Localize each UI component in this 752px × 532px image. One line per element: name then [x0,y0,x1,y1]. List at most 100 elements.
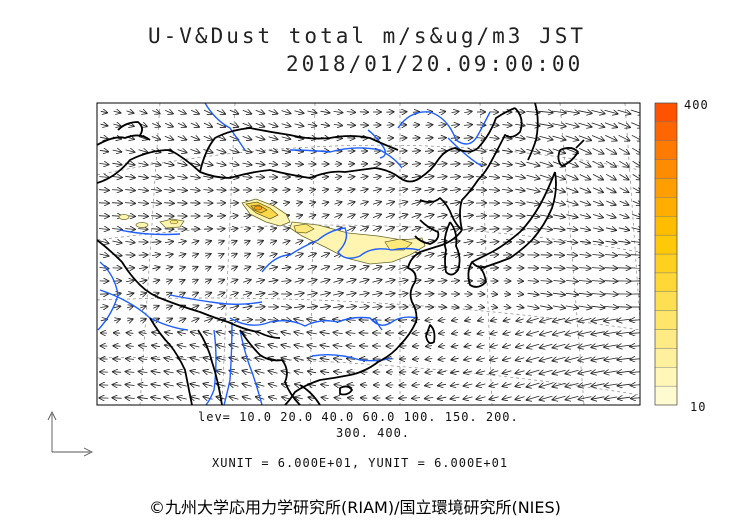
wind-arrow [502,176,512,178]
wind-arrow [295,241,302,244]
wind-arrow [295,358,304,360]
wind-arrow [413,346,420,347]
wind-arrow [539,215,552,217]
wind-arrow [411,202,421,205]
wind-arrow [566,344,579,347]
wind-arrow [477,345,485,347]
wind-arrow [204,345,213,347]
wind-arrow [333,125,342,126]
border-southwest [97,239,281,339]
wind-arrow [191,306,199,309]
wind-arrow [242,320,252,321]
wind-arrow [437,215,446,217]
wind-arrow [385,307,395,308]
wind-arrow [552,201,565,204]
dust-patch-tarim-2 [135,222,149,228]
wind-arrow [515,202,524,203]
wind-arrow [476,241,486,242]
wind-arrow [398,293,408,294]
wind-arrow [631,122,640,128]
wind-arrow [269,254,276,256]
wind-arrow [320,332,330,334]
wind-arrow [255,358,265,361]
wind-arrow [347,346,356,347]
wind-arrow [591,110,604,113]
wind-arrow [112,177,122,178]
wind-arrow [539,175,552,179]
wind-arrow [294,332,304,334]
wind-arrow [425,125,433,126]
wind-arrow [113,111,121,113]
wind-arrow [606,215,615,218]
wind-arrow [255,150,265,152]
colorbar-band [654,385,678,406]
wind-arrow [360,177,368,178]
wind-arrow [579,174,591,180]
wind-arrow [526,149,539,152]
wind-arrow [231,241,236,243]
wind-arrow [348,398,355,399]
wind-arrow [126,372,135,373]
wind-arrow [125,190,135,191]
wind-arrow [527,281,538,282]
wind-arrow [385,214,394,217]
wind-arrow [619,201,629,205]
wind-arrow [463,138,473,139]
wind-arrow [165,254,172,256]
wind-arrow [282,228,289,230]
colorbar-band [654,197,678,217]
wind-arrow [579,228,590,230]
wind-arrow [411,164,420,165]
colorbar-min-label: 10 [690,400,707,414]
wind-arrow [515,397,525,400]
wind-arrow [502,189,512,190]
wind-arrow [372,307,381,308]
wind-arrow [553,318,566,321]
wind-arrow [269,397,278,399]
wind-arrow [617,122,630,128]
wind-arrow [281,281,290,282]
wind-arrow [412,112,419,113]
wind-arrow [191,358,200,360]
wind-arrow [540,293,551,295]
wind-arrow [630,110,640,114]
wind-arrow [630,345,640,346]
wind-arrow [452,319,459,320]
wind-arrow [177,163,186,165]
wind-arrow [294,319,304,321]
river-indus [97,261,119,331]
wind-arrow [591,371,605,374]
wind-arrow [476,138,486,139]
colorbar-band [654,234,678,255]
wind-arrow [281,124,291,127]
wind-arrow [631,147,640,154]
wind-arrow [295,215,302,217]
wind-arrow [242,110,251,114]
wind-arrow [164,371,174,373]
wind-arrow [451,125,459,126]
wind-arrow [593,228,603,230]
wind-arrow [307,306,317,307]
wind-arrow [269,384,278,386]
wind-arrow [346,112,355,113]
wind-arrow [579,268,590,269]
wind-arrow [450,281,459,282]
wind-arrow [502,203,512,204]
wind-arrow [281,307,291,308]
wind-arrow [566,318,579,321]
wind-arrow [153,306,158,308]
wind-arrow [439,345,446,346]
wind-arrow [99,177,108,178]
wind-arrow [125,398,135,399]
wind-arrow [605,255,617,256]
wind-arrow [516,306,524,307]
wind-arrow [450,202,460,204]
wind-arrow [490,345,498,347]
wind-arrow [516,371,525,374]
wind-arrow [439,319,446,320]
colorbar [654,102,678,406]
wind-arrow [308,202,315,204]
wind-arrow [579,161,591,166]
wind-arrow [230,384,239,387]
wind-arrow [281,332,291,334]
